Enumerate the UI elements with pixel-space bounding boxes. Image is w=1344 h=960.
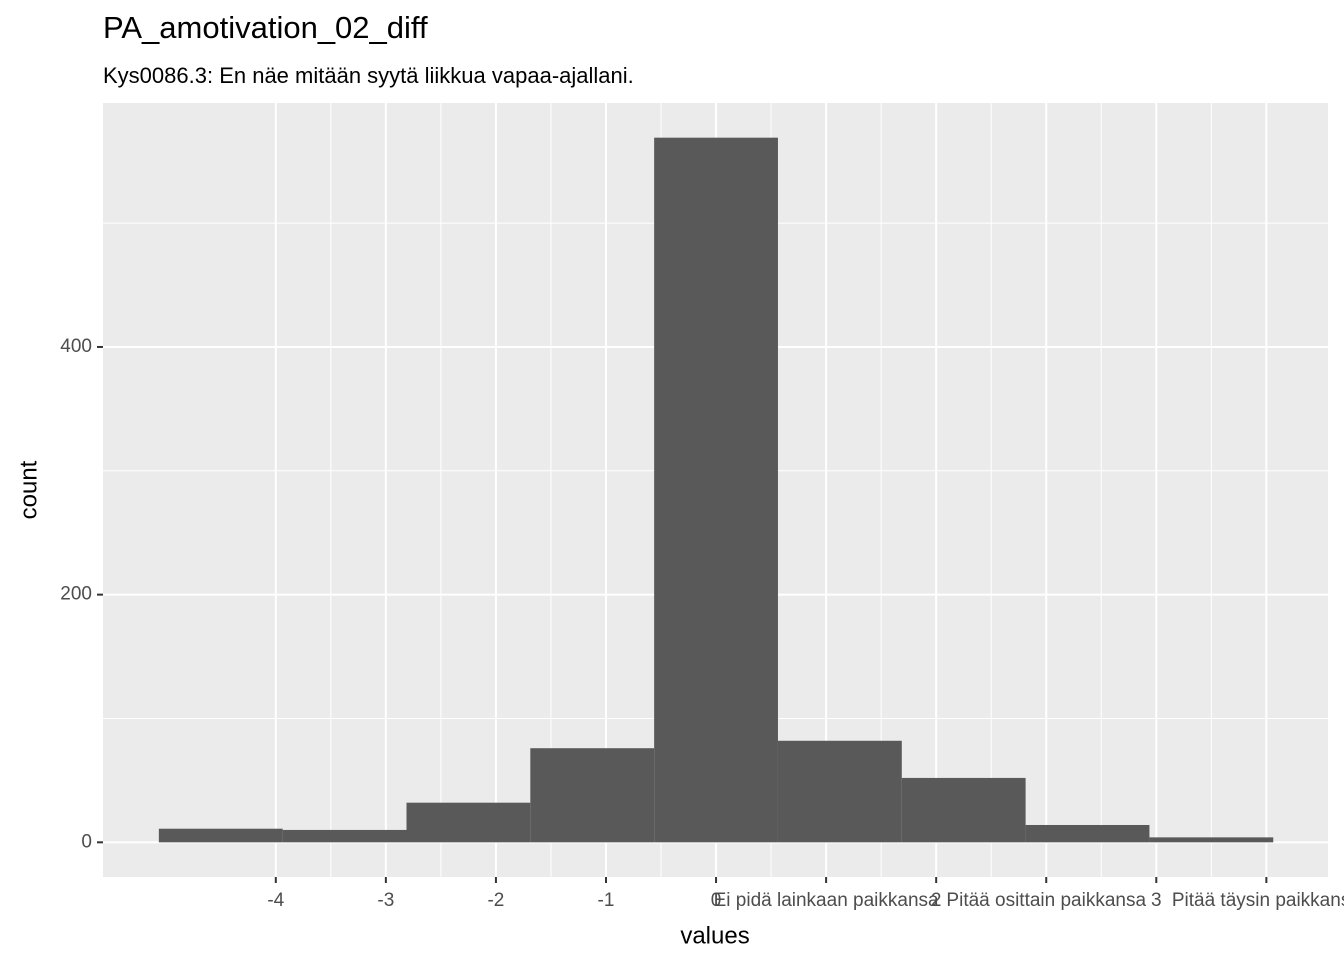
bar xyxy=(282,829,407,843)
x-tick-label: -4 xyxy=(267,890,284,911)
x-tick-label: -1 xyxy=(598,890,615,911)
y-tick-label: 400 xyxy=(60,336,92,357)
y-tick-label: 200 xyxy=(60,584,92,605)
x-tick-label: 3 xyxy=(1151,890,1162,911)
x-tick-label: Ei pidä lainkaan paikkansa xyxy=(714,890,939,911)
bar xyxy=(1149,837,1274,843)
y-tick-label: 0 xyxy=(81,831,92,852)
bar xyxy=(406,802,531,843)
x-tick-label: 0 xyxy=(711,890,722,911)
y-axis-label: count xyxy=(15,460,42,519)
x-tick-label: -2 xyxy=(487,890,504,911)
bar xyxy=(158,828,283,843)
x-tick-label: Pitää osittain paikkansa xyxy=(946,890,1146,911)
bar xyxy=(530,748,655,843)
x-tick-label: Pitää täysin paikkansa xyxy=(1172,890,1344,911)
bar xyxy=(1025,824,1150,843)
x-tick-label: 2 xyxy=(931,890,942,911)
x-tick-label: -3 xyxy=(377,890,394,911)
x-axis-label: values xyxy=(680,922,749,949)
bar xyxy=(654,137,778,843)
chart-title: PA_amotivation_02_diff xyxy=(103,10,428,45)
chart-subtitle: Kys0086.3: En näe mitään syytä liikkua v… xyxy=(103,63,634,88)
bar xyxy=(777,740,902,843)
bar xyxy=(901,777,1026,843)
